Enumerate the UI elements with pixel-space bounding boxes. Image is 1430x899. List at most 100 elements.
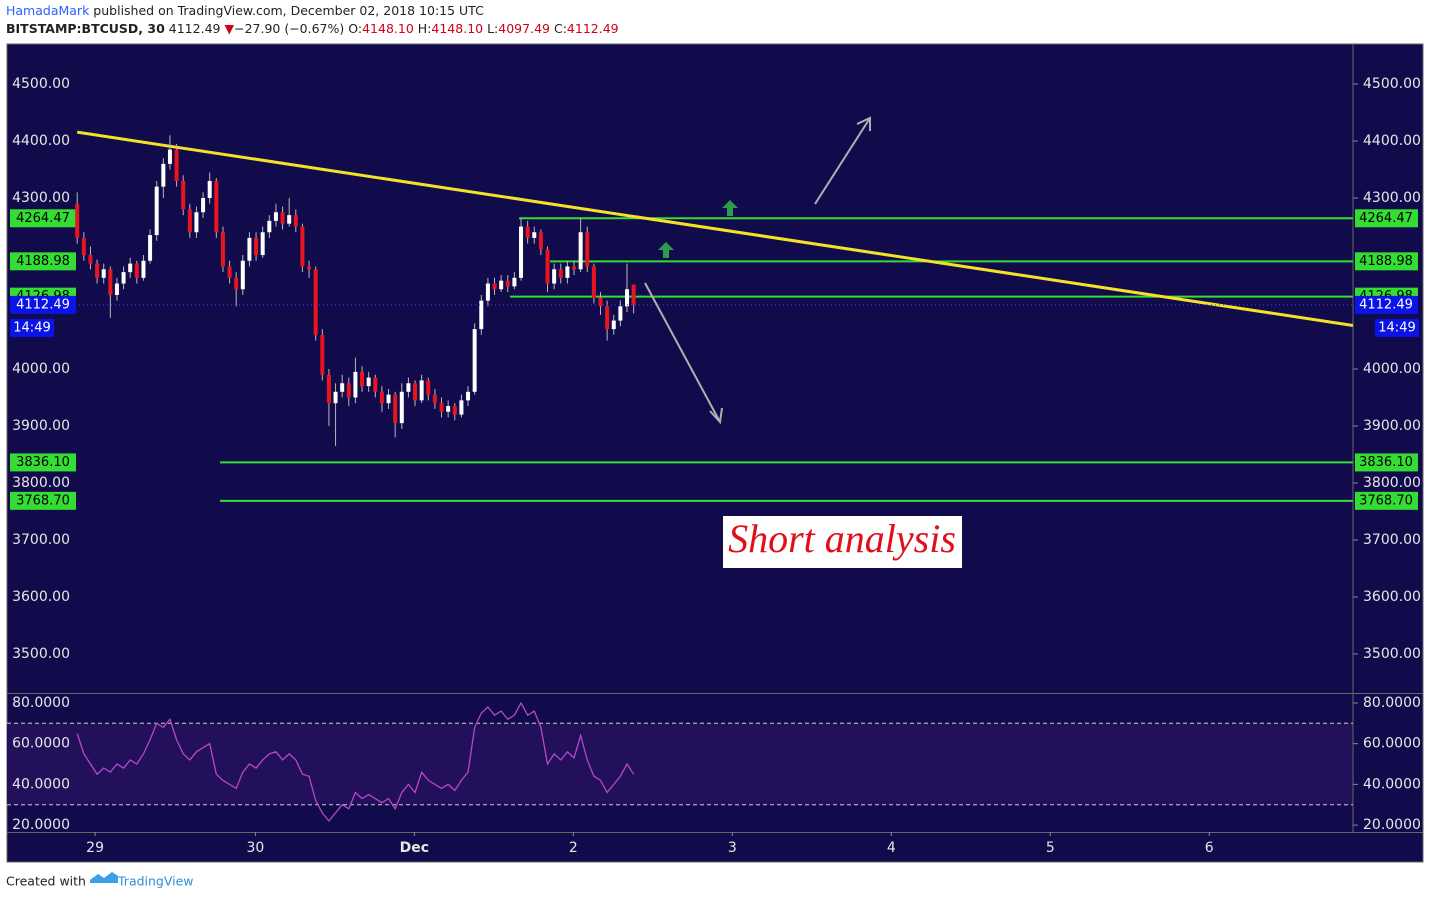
- candle-body: [572, 266, 577, 270]
- annotation-box: [723, 516, 962, 568]
- logo: [90, 872, 118, 883]
- y2-tick-label: 3700.00: [1363, 532, 1421, 548]
- candle-body: [499, 280, 504, 290]
- y2-tick-label: 3500.00: [1363, 646, 1421, 662]
- candle-body: [525, 226, 530, 238]
- last-price-box: [1355, 295, 1418, 314]
- level-label: 4188.98: [16, 254, 70, 269]
- candle-body: [631, 284, 636, 305]
- y-tick-label: 3600.00: [12, 589, 70, 605]
- down-arrow-head: [709, 407, 723, 425]
- candle-body: [134, 263, 139, 278]
- candle-body: [565, 266, 570, 278]
- up-arrow: [814, 117, 871, 205]
- level-box: [1355, 252, 1418, 271]
- level-box: [10, 252, 76, 271]
- y-tick-label: 3800.00: [12, 475, 70, 491]
- countdown: 14:49: [1378, 320, 1415, 335]
- rsi-tick-label: 80.0000: [12, 695, 70, 711]
- ohlc-value: 4148.10: [362, 21, 414, 36]
- candle-body: [167, 149, 172, 164]
- candle-body: [393, 394, 398, 424]
- rsi-band: [7, 723, 1353, 805]
- rsi-tick-label: 60.0000: [12, 736, 70, 752]
- level-box: [1355, 453, 1418, 472]
- candle-body: [419, 380, 424, 401]
- x-tick-label: 30: [246, 840, 264, 856]
- candle-body: [459, 400, 464, 415]
- candle-body: [273, 212, 278, 221]
- candle-body: [101, 269, 106, 278]
- candle-body: [452, 406, 457, 415]
- last-price-label: 4112.49: [1359, 297, 1413, 312]
- y-tick-label: 4300.00: [12, 190, 70, 206]
- candle-body: [472, 329, 477, 392]
- y-tick-label: 4000.00: [12, 361, 70, 377]
- candle-body: [552, 269, 557, 284]
- candle-body: [220, 232, 225, 267]
- candle-body: [538, 232, 543, 250]
- brand[interactable]: TradingView: [117, 874, 194, 889]
- header-line: HamadaMark published on TradingView.com,…: [6, 3, 484, 18]
- up-arrow-head: [856, 116, 871, 131]
- level-label: 4264.47: [1359, 211, 1413, 226]
- candle-body: [161, 163, 166, 187]
- ohlc-value: 4148.10: [431, 21, 483, 36]
- x-tick-label: 5: [1046, 840, 1055, 856]
- x-tick-label: Dec: [400, 840, 429, 856]
- candle-body: [340, 383, 345, 392]
- candle-body: [181, 180, 186, 210]
- level-label: 3836.10: [1359, 455, 1413, 470]
- candle-body: [426, 380, 431, 395]
- rsi-line: [76, 701, 635, 823]
- countdown-box: [1375, 318, 1419, 337]
- y-tick-label: 3700.00: [12, 532, 70, 548]
- candle-body: [187, 209, 192, 233]
- candle-body: [373, 377, 378, 392]
- candle-body: [95, 263, 100, 278]
- candle-body: [399, 391, 404, 424]
- candle-body: [293, 215, 298, 227]
- x-tick-label: 4: [887, 840, 896, 856]
- candle-body: [300, 226, 305, 267]
- candle-body: [505, 280, 510, 287]
- candle-body: [406, 383, 411, 392]
- candle-body: [227, 266, 232, 278]
- x-tick-label: 2: [569, 840, 578, 856]
- y2-tick-label: 4000.00: [1363, 361, 1421, 377]
- y2-tick-label: 4500.00: [1363, 76, 1421, 92]
- candle-body: [485, 283, 490, 301]
- candle-body: [326, 374, 331, 404]
- candle-body: [439, 403, 444, 412]
- green-arrow: [658, 242, 674, 258]
- candle-body: [267, 220, 272, 233]
- y2-tick-label: 3900.00: [1363, 418, 1421, 434]
- candle-body: [519, 226, 524, 278]
- annotation: Short analysis: [728, 516, 956, 561]
- candle-body: [201, 198, 206, 213]
- ohlc-key: L:: [487, 21, 498, 36]
- candle-body: [618, 306, 623, 321]
- author[interactable]: HamadaMark: [6, 3, 90, 18]
- candle-body: [379, 391, 384, 404]
- ohlc-key: C:: [554, 21, 567, 36]
- arrow: ▼: [224, 21, 234, 36]
- candle-body: [413, 383, 418, 401]
- rsi2-tick-label: 60.0000: [1363, 736, 1421, 752]
- candle-body: [366, 377, 371, 387]
- candle-body: [247, 237, 252, 261]
- candle-body: [75, 203, 80, 238]
- candle-body: [81, 237, 86, 256]
- candle-body: [174, 149, 179, 181]
- ohlc-key: O:: [348, 21, 362, 36]
- candle-body: [360, 371, 365, 387]
- x-tick-label: 3: [728, 840, 737, 856]
- last: 4112.49: [169, 21, 221, 36]
- candle-body: [307, 266, 312, 270]
- candle-body: [121, 272, 126, 284]
- trend-line: [76, 130, 1354, 327]
- candle-body: [545, 249, 550, 284]
- candle-body: [446, 406, 451, 412]
- symbol-line: BITSTAMP:BTCUSD, 30 4112.49 ▼−27.90 (−0.…: [6, 21, 619, 36]
- countdown-box: [10, 318, 54, 337]
